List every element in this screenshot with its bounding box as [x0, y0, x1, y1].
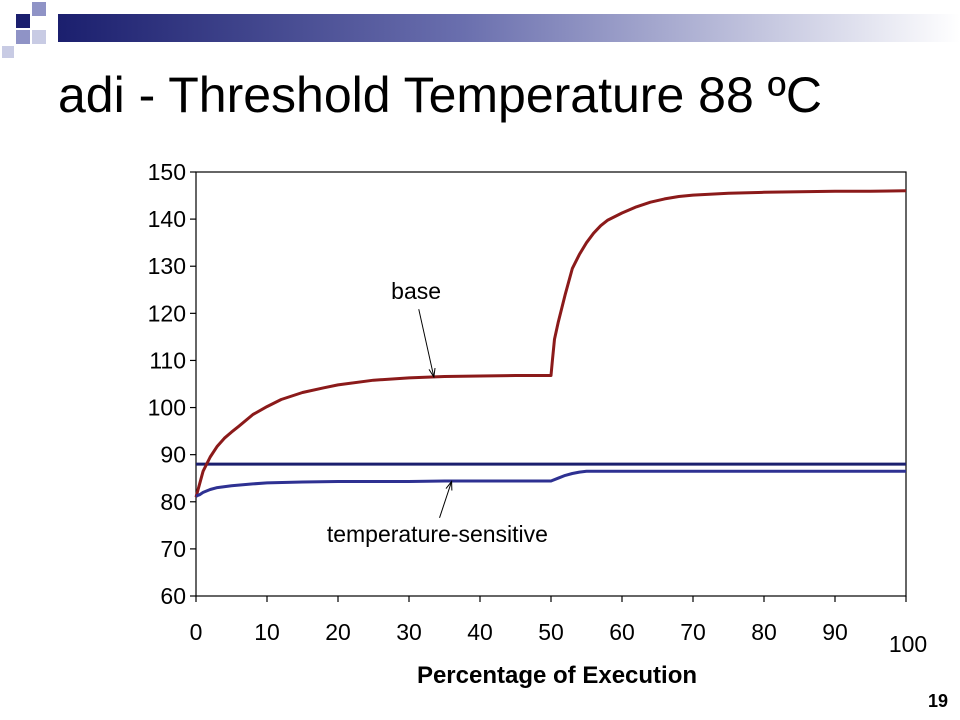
y-tick-label: 100: [148, 395, 186, 421]
annotation-arrow: [418, 309, 435, 378]
y-tick-label: 130: [148, 253, 186, 279]
x-tick-label: 50: [538, 619, 564, 645]
x-tick-label: 20: [325, 619, 351, 645]
x-tick-label: 100: [889, 631, 927, 657]
plot-area: [195, 171, 907, 597]
y-tick-label: 90: [160, 442, 186, 468]
annotation-arrow: [439, 481, 453, 518]
header-bar: [58, 14, 960, 42]
y-tick-label: 60: [160, 583, 186, 609]
deco-square: [2, 46, 14, 58]
series-line: [195, 469, 906, 498]
annotation-label: base: [391, 278, 441, 304]
slide-number: 19: [927, 691, 948, 711]
annotation-label: temperature-sensitive: [327, 521, 548, 547]
y-tick-label: 140: [148, 206, 186, 232]
x-tick-label: 10: [254, 619, 280, 645]
x-axis-label: Percentage of Execution: [417, 662, 697, 689]
y-tick-label: 110: [149, 347, 186, 373]
deco-square: [32, 2, 46, 16]
x-tick-label: 70: [680, 619, 706, 645]
corner-decoration: [2, 2, 960, 58]
deco-square: [32, 30, 46, 44]
annotation-arrowhead: [445, 480, 453, 491]
y-tick-label: 150: [148, 159, 186, 185]
x-tick-label: 0: [190, 619, 203, 645]
y-tick-label: 70: [160, 536, 186, 562]
deco-square: [16, 30, 30, 44]
x-tick-label: 60: [609, 619, 635, 645]
deco-square: [16, 14, 30, 28]
y-tick-label: 80: [160, 489, 186, 515]
x-tick-label: 40: [467, 619, 493, 645]
annotation-arrowhead: [428, 367, 436, 379]
slide-title: adi - Threshold Temperature 88 ºC: [58, 67, 823, 123]
series-line: [194, 189, 907, 498]
x-tick-label: 30: [396, 619, 422, 645]
x-tick-label: 80: [751, 619, 777, 645]
x-tick-label: 90: [822, 619, 848, 645]
y-tick-label: 120: [148, 300, 186, 326]
